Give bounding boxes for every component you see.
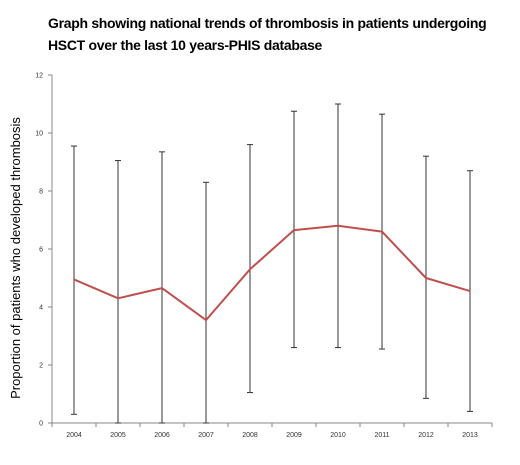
x-tick-label: 2004: [66, 432, 82, 439]
data-point: [161, 287, 163, 289]
x-tick-label: 2013: [462, 432, 478, 439]
data-point: [249, 268, 251, 271]
x-tick-label: 2007: [198, 432, 214, 439]
x-tick-label: 2011: [374, 432, 389, 439]
data-point: [337, 225, 339, 227]
x-tick-label: 2006: [154, 432, 170, 439]
series-line: [73, 224, 471, 322]
y-tick-label: 2: [39, 363, 43, 370]
y-tick-label: 0: [39, 421, 43, 428]
y-axis-label: Proportion of patients who developed thr…: [8, 117, 23, 399]
x-tick-label: 2008: [242, 432, 258, 439]
data-point: [73, 278, 75, 281]
y-tick-label: 4: [39, 305, 43, 312]
x-tick-label: 2012: [418, 432, 434, 439]
y-tick-label: 8: [39, 189, 43, 196]
y-tick-label: 10: [35, 131, 43, 138]
data-point: [293, 229, 295, 231]
x-tick-label: 2009: [286, 432, 302, 439]
x-tick-label: 2010: [330, 432, 346, 439]
y-tick-label: 12: [35, 73, 43, 80]
data-point: [381, 230, 383, 233]
x-tick-label: 2005: [110, 432, 126, 439]
chart-title: Graph showing national trends of thrombo…: [48, 15, 487, 53]
data-point: [205, 319, 207, 321]
y-tick-label: 6: [39, 247, 43, 254]
data-point: [425, 277, 427, 279]
data-point: [117, 297, 119, 300]
data-point: [469, 290, 471, 292]
